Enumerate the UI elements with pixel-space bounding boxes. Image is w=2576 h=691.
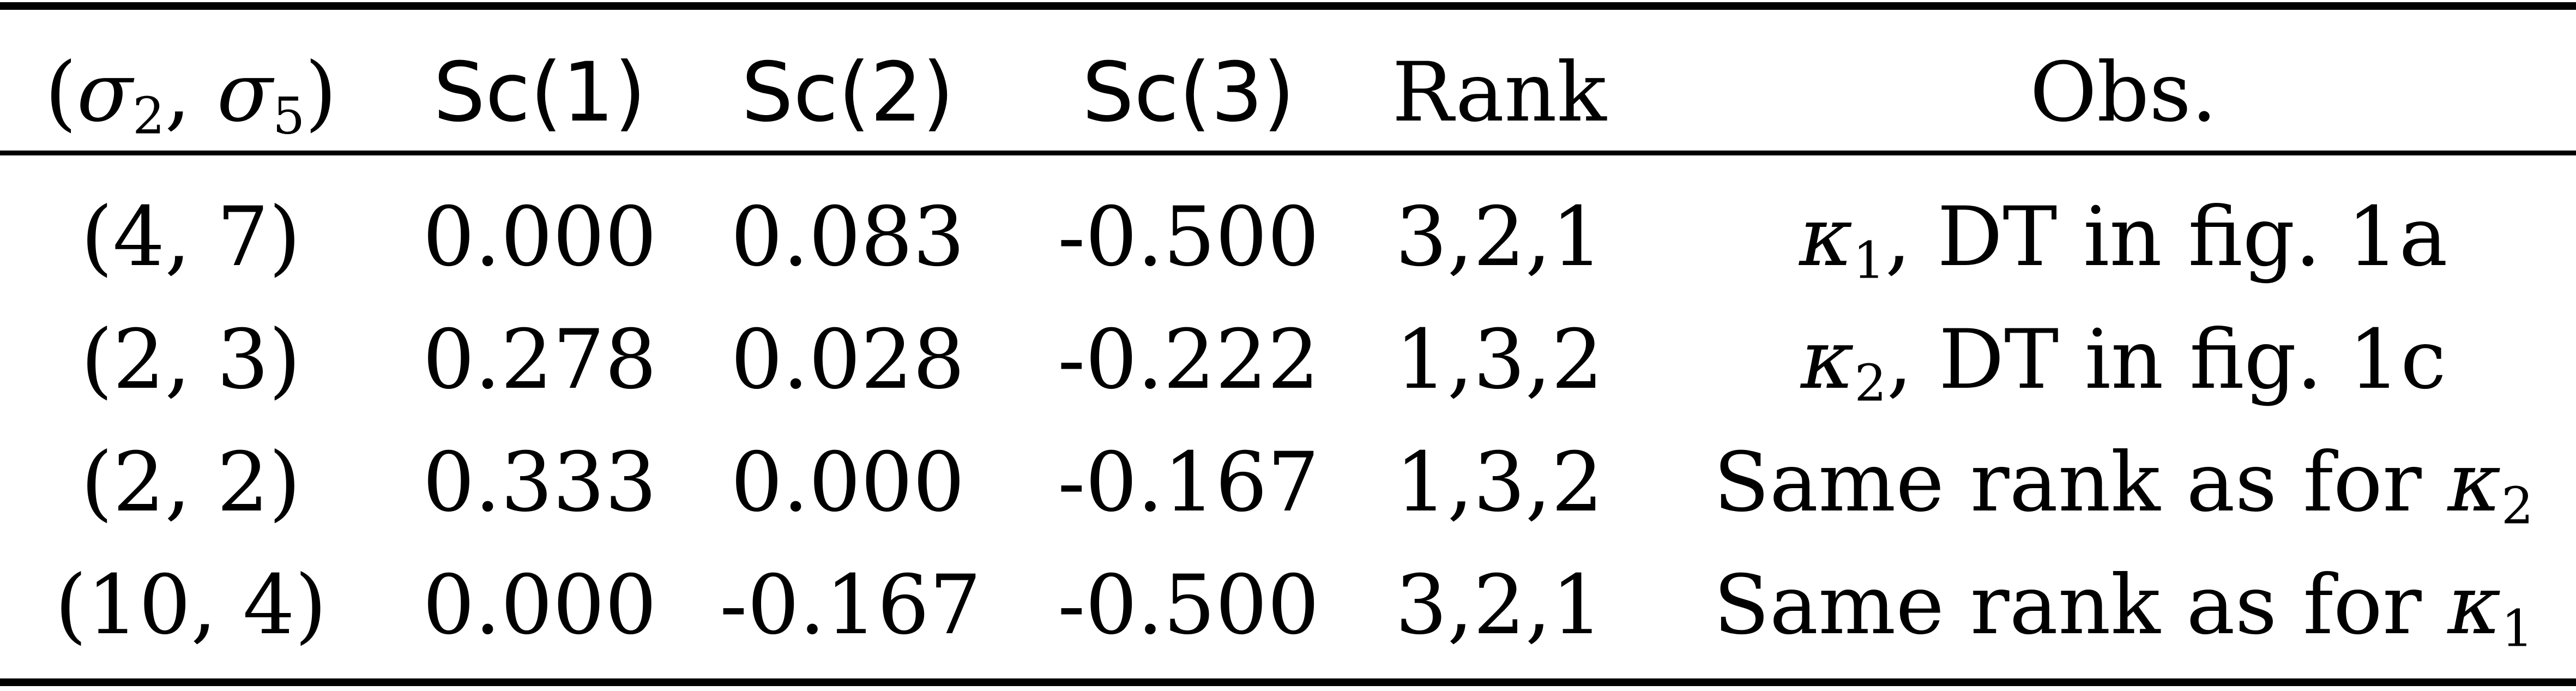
table-header-row: (σ2, σ5) Sc(1) Sc(2) Sc(3) Rank Obs. xyxy=(0,38,2576,147)
cell-sc1: 0.000 xyxy=(423,558,657,653)
table-row: (10, 4) 0.000 -0.167 -0.500 3,2,1 Same r… xyxy=(0,551,2576,660)
header-sc2: Sc(2) xyxy=(741,45,955,140)
cell-sigma: (2, 2) xyxy=(81,435,301,530)
cell-sc3: -0.222 xyxy=(1057,313,1320,407)
cell-sc2: 0.028 xyxy=(731,313,965,407)
table-row: (2, 3) 0.278 0.028 -0.222 1,3,2 κ2, DT i… xyxy=(0,305,2576,414)
table-bottom-rule xyxy=(0,678,2576,686)
header-obs: Obs. xyxy=(2030,45,2217,140)
cell-rank: 1,3,2 xyxy=(1395,435,1603,530)
table-header-rule xyxy=(0,151,2576,155)
cell-rank: 1,3,2 xyxy=(1395,313,1603,407)
cell-obs: Same rank as for κ2 xyxy=(1713,435,2534,536)
cell-sc2: -0.167 xyxy=(720,558,982,653)
cell-sc3: -0.167 xyxy=(1057,435,1320,530)
cell-sc2: 0.083 xyxy=(731,190,965,285)
cell-sc1: 0.278 xyxy=(423,313,657,407)
header-sigma-pair: (σ2, σ5) xyxy=(45,45,337,146)
cell-obs: Same rank as for κ1 xyxy=(1713,558,2534,658)
cell-sc1: 0.000 xyxy=(423,190,657,285)
cell-sc3: -0.500 xyxy=(1057,558,1320,653)
cell-rank: 3,2,1 xyxy=(1395,190,1603,285)
cell-obs: κ2, DT in fig. 1c xyxy=(1800,313,2447,413)
cell-sigma: (10, 4) xyxy=(55,558,327,653)
table-row: (4, 7) 0.000 0.083 -0.500 3,2,1 κ1, DT i… xyxy=(0,183,2576,292)
cell-sc2: 0.000 xyxy=(731,435,965,530)
header-rank: Rank xyxy=(1392,45,1607,140)
cell-obs: κ1, DT in fig. 1a xyxy=(1799,190,2448,290)
cell-sc3: -0.500 xyxy=(1057,190,1320,285)
header-sc3: Sc(3) xyxy=(1082,45,1295,140)
table-row: (2, 2) 0.333 0.000 -0.167 1,3,2 Same ran… xyxy=(0,428,2576,537)
cell-rank: 3,2,1 xyxy=(1395,558,1603,653)
header-sc1: Sc(1) xyxy=(433,45,647,140)
table-top-rule xyxy=(0,2,2576,10)
cell-sc1: 0.333 xyxy=(423,435,657,530)
cell-sigma: (2, 3) xyxy=(81,313,301,407)
cell-sigma: (4, 7) xyxy=(81,190,301,285)
